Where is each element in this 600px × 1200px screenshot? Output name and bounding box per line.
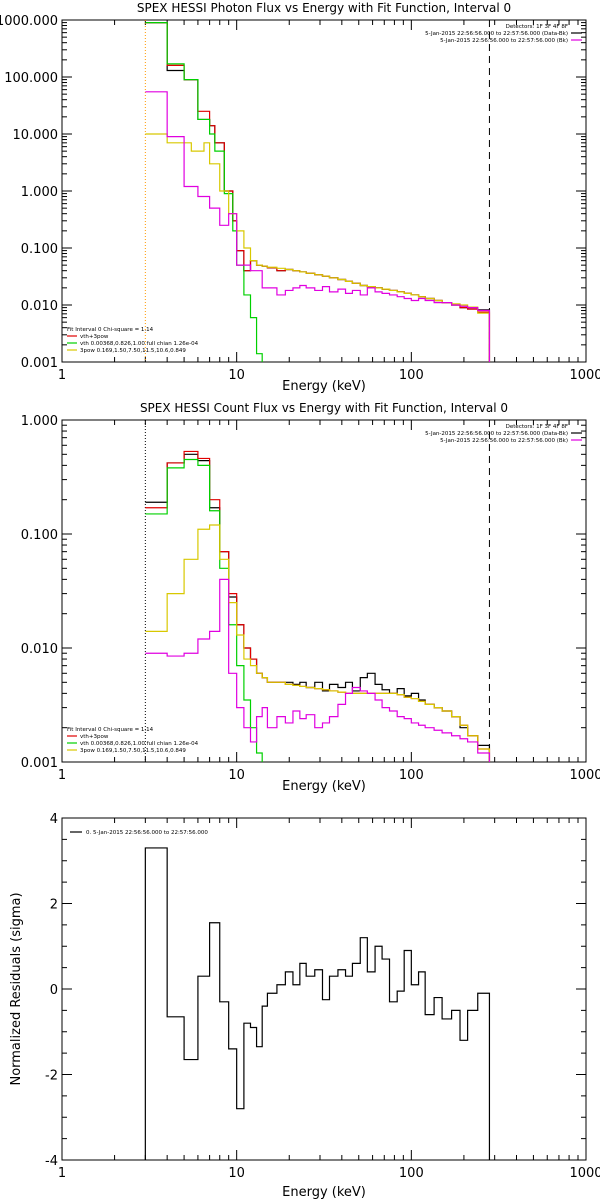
series-line-4 [145, 91, 491, 362]
residuals-axes: 1 10 100 1000 -4 -2 0 2 4 [45, 812, 600, 1181]
y-tick-label: -4 [45, 1154, 58, 1169]
photon-flux-axes: 1 10 100 1000 0.001 0.010 0.100 1.000 10.000 100.… [0, 14, 600, 383]
series-line-4 [145, 578, 491, 762]
legend-entry: 3pow 0.169,1.50,7.50,11.5,10.6,0.849 [80, 748, 186, 754]
x-tick-label: 10 [228, 1166, 245, 1181]
x-tick-label: 10 [228, 768, 245, 783]
series-line-1 [145, 22, 491, 362]
legend-entry: 5-Jan-2015 22:56:56.000 to 22:57:56.000 … [440, 38, 568, 44]
y-tick-label: 1.000 [21, 414, 58, 429]
photon-flux-legend-bottom-left: Fit Interval 0 Chi-square = 1.14vth+3pow… [67, 327, 199, 354]
residuals-curves [144, 847, 491, 1160]
x-tick-label: 1000 [569, 768, 600, 783]
photon-flux-xlabel: Energy (keV) [282, 379, 366, 394]
series-line-3 [145, 524, 491, 762]
legend-entry: vth+3pow [80, 734, 109, 740]
residuals-panel: 1 10 100 1000 -4 -2 0 2 4 Energy (keV) Normalize… [9, 812, 600, 1200]
series-line-2 [145, 458, 491, 762]
residuals-xlabel: Energy (keV) [282, 1185, 366, 1200]
x-tick-label: 1 [58, 368, 66, 383]
photon-flux-title: SPEX HESSI Photon Flux vs Energy with Fi… [137, 1, 511, 15]
legend-entry: vth+3pow [80, 334, 109, 340]
x-tick-label: 1 [58, 768, 66, 783]
y-tick-label: 0.010 [21, 642, 58, 657]
y-tick-label: 4 [50, 812, 58, 827]
residuals-legend: 0. 5-Jan-2015 22:56:56.000 to 22:57:56.0… [70, 830, 208, 836]
legend-entry: Fit Interval 0 Chi-square = 1.14 [67, 727, 154, 733]
legend-entry: 5-Jan-2015 22:56:56.000 to 22:57:56.000 … [425, 31, 568, 37]
photon-flux-vlines [144, 20, 490, 362]
x-tick-label: 1000 [569, 368, 600, 383]
y-tick-label: 0.010 [21, 299, 58, 314]
legend-entry: 3pow 0.169,1.50,7.50,11.5,10.6,0.849 [80, 348, 186, 354]
y-tick-label: 100.000 [4, 71, 58, 86]
legend-entry: Fit Interval 0 Chi-square = 1.14 [67, 327, 154, 333]
legend-entry: 0. 5-Jan-2015 22:56:56.000 to 22:57:56.0… [86, 830, 208, 836]
y-tick-label: -2 [45, 1069, 58, 1084]
legend-entry: 5-Jan-2015 22:56:56.000 to 22:57:56.000 … [440, 438, 568, 444]
series-line-1 [145, 450, 491, 762]
y-tick-label: 0.001 [21, 756, 58, 771]
y-tick-label: 0.100 [21, 528, 58, 543]
count-flux-vlines [144, 420, 490, 762]
y-tick-label: 2 [50, 898, 58, 913]
legend-entry: vth 0.00368,0.826,1.00 full chian 1.26e-… [80, 341, 199, 347]
photon-flux-legend-top-right: Detectors: 1F 3F 4F 8F5-Jan-2015 22:56:5… [425, 24, 582, 44]
count-flux-axes: 1 10 100 1000 0.001 0.010 0.100 1.000 [21, 414, 600, 783]
y-tick-label: 1000.000 [0, 14, 58, 29]
photon-flux-panel: SPEX HESSI Photon Flux vs Energy with Fi… [0, 1, 600, 394]
residuals-axes-frame [61, 817, 587, 1161]
x-tick-label: 1000 [569, 1166, 600, 1181]
x-tick-label: 10 [228, 368, 245, 383]
count-flux-xlabel: Energy (keV) [282, 779, 366, 794]
x-tick-label: 100 [399, 768, 424, 783]
legend-entry: Detectors: 1F 3F 4F 8F [506, 24, 568, 30]
x-tick-label: 100 [399, 1166, 424, 1181]
legend-entry: 5-Jan-2015 22:56:56.000 to 22:57:56.000 … [425, 431, 568, 437]
count-flux-legend-top-right: Detectors: 1F 3F 4F 8F5-Jan-2015 22:56:5… [425, 424, 582, 444]
count-flux-legend-bottom-left: Fit Interval 0 Chi-square = 1.14vth+3pow… [67, 727, 199, 754]
count-flux-axes-frame [61, 419, 587, 763]
count-flux-title: SPEX HESSI Count Flux vs Energy with Fit… [140, 401, 508, 415]
count-flux-panel: SPEX HESSI Count Flux vs Energy with Fit… [21, 401, 600, 794]
y-tick-label: 10.000 [13, 128, 59, 143]
legend-entry: vth 0.00368,0.826,1.00 full chian 1.26e-… [80, 741, 199, 747]
x-tick-label: 100 [399, 368, 424, 383]
y-tick-label: 0.100 [21, 242, 58, 257]
series-line-3 [145, 133, 491, 362]
residuals-ylabel: Normalized Residuals (sigma) [9, 892, 24, 1085]
y-tick-label: 0.001 [21, 356, 58, 371]
series-line-0 [145, 22, 491, 362]
series-line-2 [145, 22, 491, 362]
y-tick-label: 0 [50, 983, 58, 998]
photon-flux-axes-frame [61, 19, 587, 363]
count-flux-curves [145, 450, 491, 762]
y-tick-label: 1.000 [21, 185, 58, 200]
photon-flux-curves [145, 22, 491, 362]
series-line-0 [144, 847, 491, 1160]
x-tick-label: 1 [58, 1166, 66, 1181]
legend-entry: Detectors: 1F 3F 4F 8F [506, 424, 568, 430]
series-line-0 [145, 453, 491, 762]
